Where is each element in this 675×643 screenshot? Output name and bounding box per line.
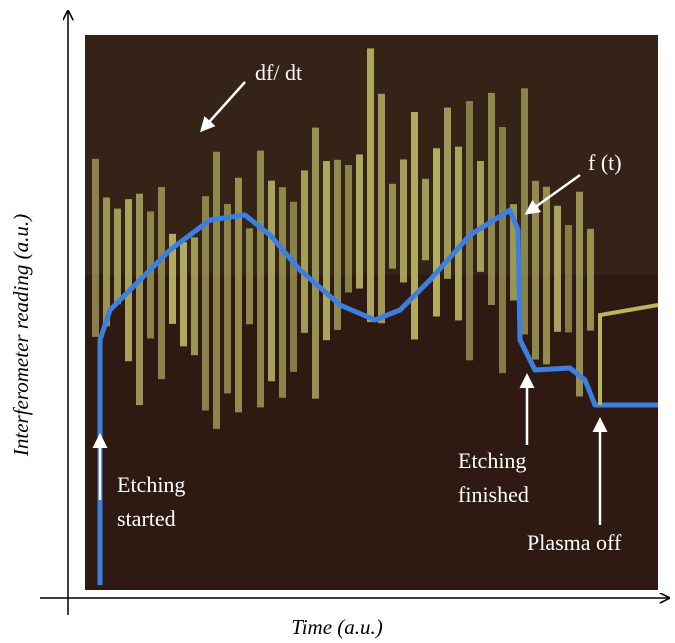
annotation: finished <box>458 482 529 507</box>
trace-bar <box>224 203 231 394</box>
trace-bar <box>433 148 440 317</box>
annotation: Plasma off <box>527 530 622 555</box>
trace-bar <box>499 127 506 374</box>
trace-bar <box>510 204 517 301</box>
annotation: Etching <box>117 472 185 497</box>
trace-bar <box>202 196 209 411</box>
trace-bar <box>554 205 561 332</box>
trace-bar <box>411 112 418 340</box>
trace-bar <box>235 177 242 413</box>
trace-bar <box>521 88 528 335</box>
trace-bar <box>301 170 308 333</box>
trace-bar <box>455 146 462 321</box>
trace-bar <box>191 237 198 356</box>
trace-bar <box>367 48 374 323</box>
arrow <box>524 173 581 215</box>
trace-bar <box>125 199 132 362</box>
trace-bar <box>532 180 539 360</box>
y-axis-label: Interferometer reading (a.u.) <box>9 214 33 457</box>
trace-bar <box>422 178 429 261</box>
x-axis-label: Time (a.u.) <box>291 615 383 639</box>
trace-bar <box>400 159 407 283</box>
trace-bar <box>213 151 220 429</box>
annotation: f (t) <box>588 150 622 175</box>
trace-bar <box>169 233 176 324</box>
trace-bar <box>378 93 385 324</box>
annotation: df/ dt <box>255 60 302 85</box>
trace-bar <box>587 228 594 331</box>
trace-bar <box>180 242 187 347</box>
trace-bar <box>147 211 154 339</box>
trace-bar <box>477 160 484 272</box>
trace-bar <box>345 165 352 293</box>
annotation: Etching <box>458 448 526 473</box>
trace-bar <box>312 127 319 399</box>
trace-bar <box>323 161 330 341</box>
trace-bar <box>334 159 341 330</box>
trace-bar <box>158 187 165 380</box>
trace-bar <box>246 228 253 325</box>
trace-bar <box>136 193 143 406</box>
trace-bar <box>103 197 110 327</box>
derivative-bars <box>92 48 594 429</box>
trace-bar <box>279 187 286 398</box>
trace-bar <box>444 107 451 279</box>
trace-bar <box>114 208 121 305</box>
trace-bar <box>389 183 396 269</box>
trace-bar <box>356 154 363 289</box>
trace-bar <box>565 225 572 333</box>
trace-bar <box>576 191 583 397</box>
trace-bar <box>488 92 495 305</box>
trace-bar <box>268 180 275 382</box>
arrow <box>199 81 246 133</box>
trace-bar <box>257 150 264 408</box>
trace-bar <box>92 158 99 337</box>
trace-bar <box>290 201 297 372</box>
trace-bar <box>466 101 473 361</box>
trace-segment <box>598 303 659 405</box>
trace-bar <box>543 186 550 365</box>
annotation: started <box>117 506 176 531</box>
signal-curve <box>97 207 658 585</box>
